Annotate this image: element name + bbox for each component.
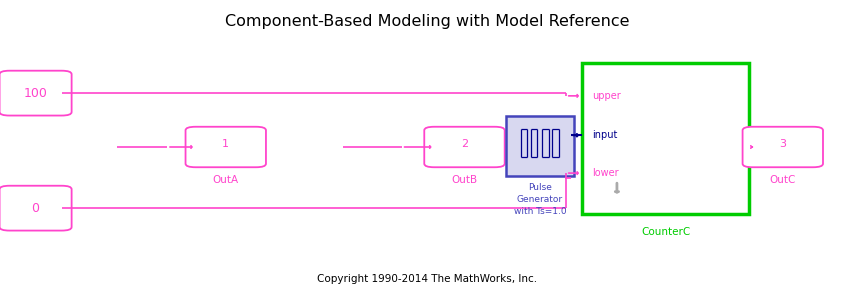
Text: OutB: OutB (451, 176, 478, 186)
Text: Component-Based Modeling with Model Reference: Component-Based Modeling with Model Refe… (224, 14, 629, 29)
Text: input: input (592, 130, 617, 140)
Text: lower: lower (592, 168, 618, 178)
Bar (582, 63, 750, 214)
FancyBboxPatch shape (506, 116, 573, 176)
Text: Copyright 1990-2014 The MathWorks, Inc.: Copyright 1990-2014 The MathWorks, Inc. (317, 274, 537, 284)
Text: 1: 1 (222, 139, 230, 149)
Text: 3: 3 (779, 139, 786, 149)
FancyBboxPatch shape (185, 127, 266, 167)
Text: OutC: OutC (770, 176, 796, 186)
FancyBboxPatch shape (0, 186, 72, 230)
FancyBboxPatch shape (0, 71, 72, 116)
FancyBboxPatch shape (743, 127, 823, 167)
FancyBboxPatch shape (424, 127, 505, 167)
Text: OutA: OutA (213, 176, 239, 186)
Text: 0: 0 (31, 202, 40, 215)
Text: 2: 2 (461, 139, 468, 149)
Text: CounterC: CounterC (641, 227, 690, 237)
Text: Pulse
Generator
with Ts=1.0: Pulse Generator with Ts=1.0 (513, 183, 566, 216)
Text: 100: 100 (24, 87, 47, 100)
Text: upper: upper (592, 91, 621, 101)
